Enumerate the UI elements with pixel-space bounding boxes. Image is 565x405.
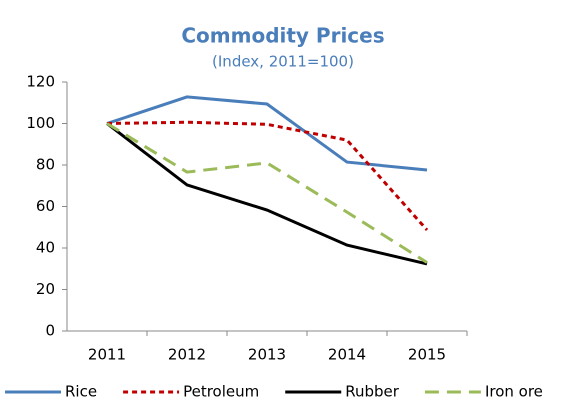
x-tick-label: 2015 <box>408 346 446 364</box>
y-tick-label: 80 <box>36 156 55 174</box>
x-tick-label: 2013 <box>248 346 286 364</box>
y-tick-label: 60 <box>36 197 55 215</box>
series-line <box>106 95 428 172</box>
series-line <box>106 122 428 264</box>
legend-label: Rubber <box>345 383 400 401</box>
y-tick-label: 100 <box>26 114 55 132</box>
series-line <box>106 120 429 231</box>
y-tick-label: 0 <box>45 322 55 340</box>
series-line <box>106 122 428 266</box>
legend-label: Petroleum <box>183 383 259 401</box>
y-tick-label: 120 <box>26 73 55 91</box>
y-tick-label: 20 <box>36 280 55 298</box>
legend-label: Rice <box>65 383 97 401</box>
x-tick-label: 2014 <box>328 346 366 364</box>
x-tick-label: 2012 <box>168 346 206 364</box>
chart-subtitle: (Index, 2011=100) <box>212 53 354 71</box>
y-tick-label: 40 <box>36 239 55 257</box>
chart-title: Commodity Prices <box>181 24 384 48</box>
legend-label: Iron ore <box>485 383 543 401</box>
x-tick-label: 2011 <box>88 346 126 364</box>
